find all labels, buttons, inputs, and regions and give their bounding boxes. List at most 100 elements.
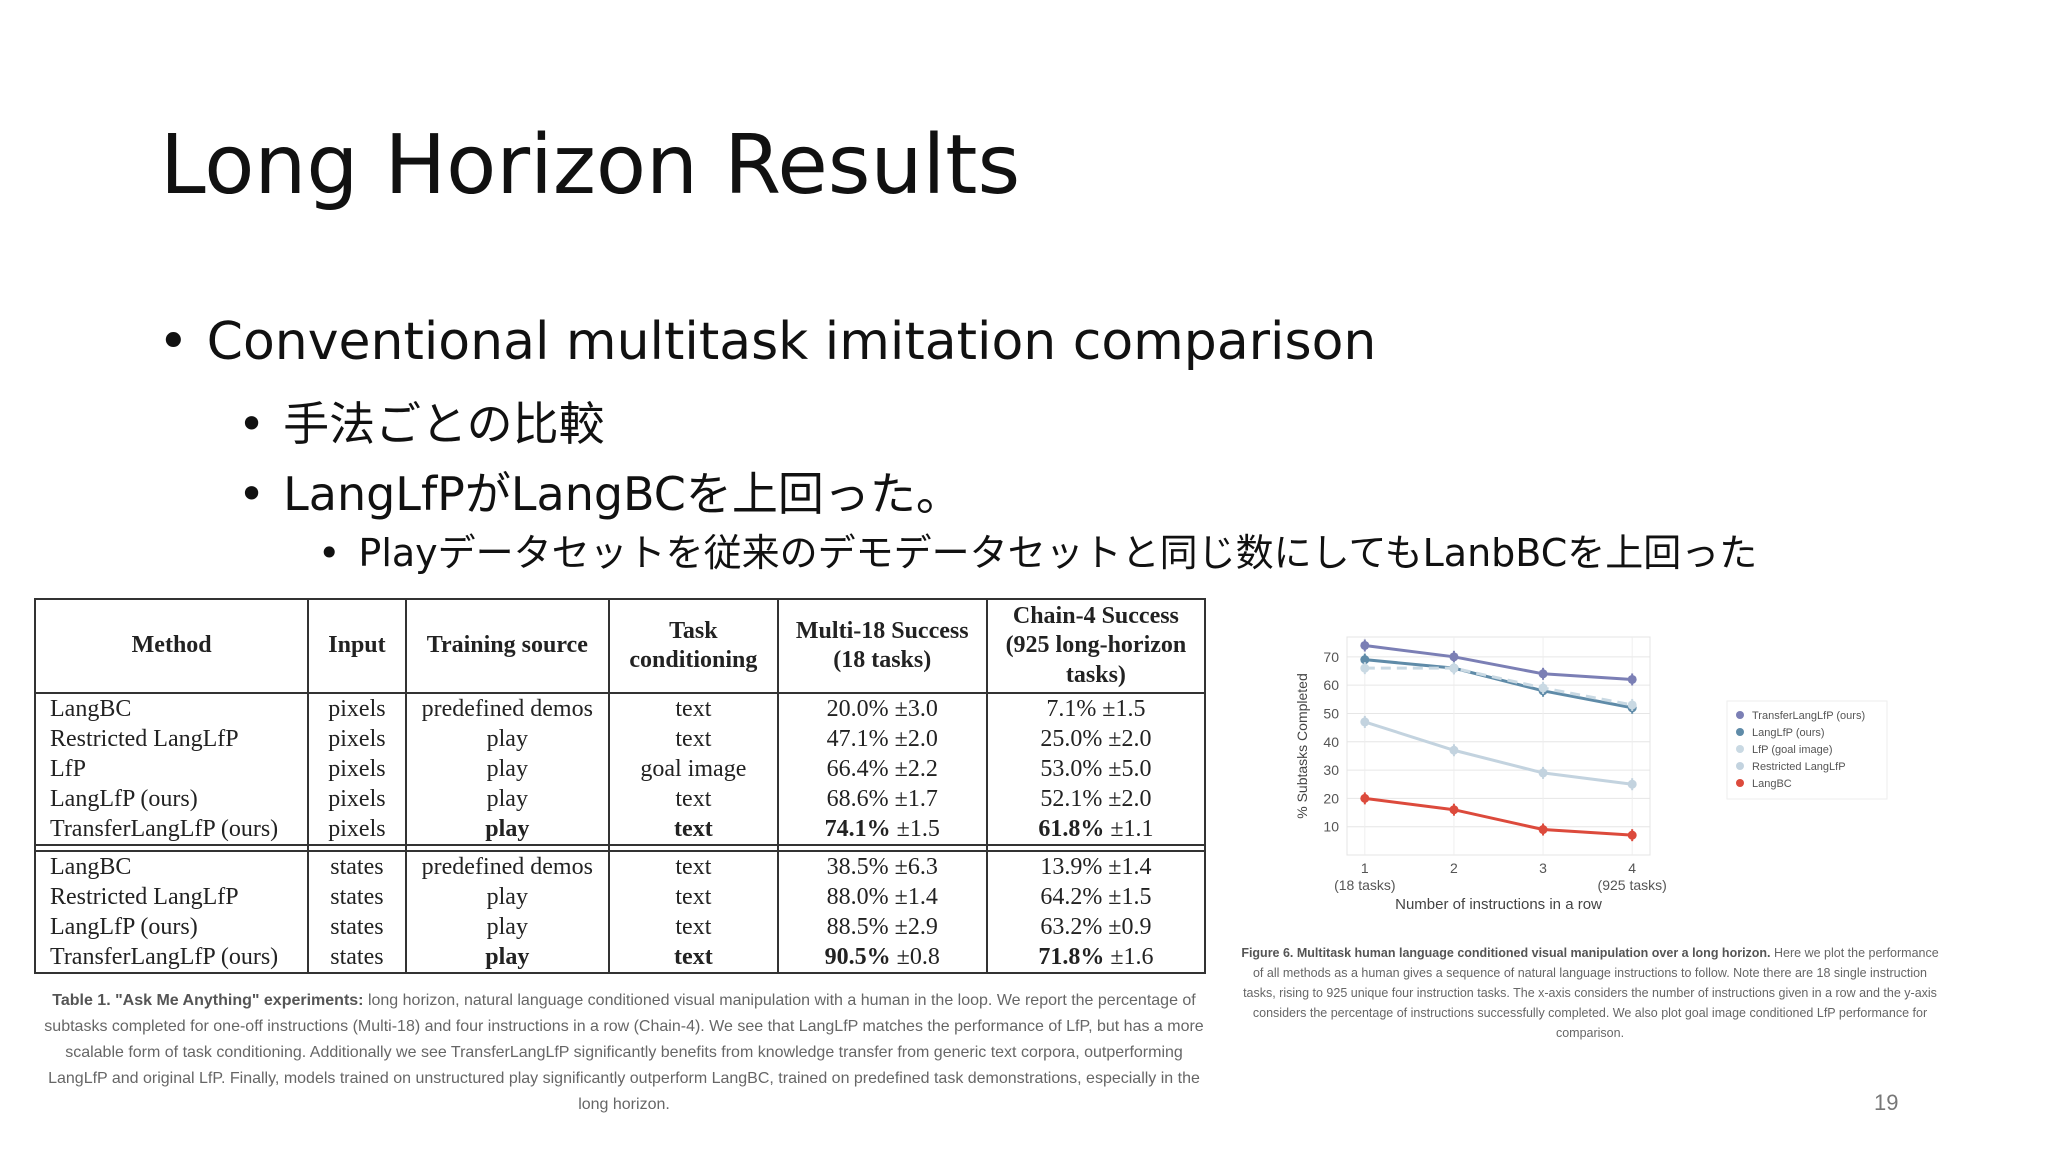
table-cell: text [608,911,778,942]
table-cell: 88.5% ±2.9 [776,911,987,942]
results-table-image: Method Input Training source Task condit… [33,598,1207,974]
data-point [1538,669,1548,679]
legend-label: LangBC [1752,778,1792,790]
table-cell: text [608,881,778,912]
table-cell: play [404,783,610,814]
table-cell: LangLfP (ours) [33,783,309,814]
table-cell: 47.1% ±2.0 [776,723,987,754]
table-cell: Restricted LangLfP [33,723,309,754]
table-gap-cell [33,844,309,851]
page-number: 19 [1874,1090,1899,1115]
table-gap-cell [985,844,1207,851]
table-gap-cell [404,844,610,851]
table-cell: play [404,911,610,942]
table-row: TransferLangLfP (ours) pixels play text 74.1… [33,813,1207,846]
bullet-dot: • [318,531,341,575]
data-point [1627,700,1637,710]
table-cell: 90.5% ±0.8 [776,941,987,974]
y-tick-label: 60 [1323,677,1339,693]
y-axis-label: % Subtasks Completed [1294,673,1310,819]
table-cell: states [307,911,406,942]
x-tick-label: 1 [1361,860,1369,876]
table-header-cell: Training source [404,598,610,694]
table-cell: 52.1% ±2.0 [985,783,1207,814]
data-point [1360,655,1370,665]
y-tick-label: 50 [1323,705,1339,721]
long-horizon-line-chart: 10 20 30 40 50 60 70 1(18 tasks) 2 3 4(925 tasks) N… [1294,636,1888,913]
data-point [1627,830,1637,840]
table-cell: 68.6% ±1.7 [776,783,987,814]
figure-caption: Figure 6. Multitask human language condi… [1240,943,1940,1043]
series-line [1364,720,1633,786]
table-cell: goal image [608,753,778,784]
bullet-text: 手法ごとの比較 [283,397,605,451]
table-caption-body: long horizon, natural language condition… [44,992,1204,1113]
table-header-cell: Chain-4 Success (925 long-horizon tasks) [985,598,1207,694]
table-header-cell: Input [307,598,406,694]
x-tick-label: 2 [1450,860,1458,876]
data-point [1538,683,1548,693]
figure-caption-body: Here we plot the performance of all meth… [1243,946,1939,1040]
data-point [1627,674,1637,684]
x-tick-label: 4 [1628,860,1636,876]
table-gap-cell [307,844,406,851]
table-cell: text [608,691,778,724]
bullet-level3: • Playデータセットを従来のデモデータセットと同じ数にしてもLanbBCを上… [318,522,1757,577]
table-cell: 20.0% ±3.0 [776,691,987,724]
table-row: LangLfP (ours) pixels play text 68.6% ±1.7 52… [33,783,1207,814]
data-point [1360,793,1370,803]
x-tick-sublabel: (18 tasks) [1334,877,1395,893]
table-group-gap [33,844,1207,851]
table-cell: pixels [307,813,406,846]
legend-label: TransferLangLfP (ours) [1752,710,1865,722]
table-cell: pixels [307,723,406,754]
table-header-row: Method Input Training source Task condit… [33,598,1207,694]
table-cell: play [404,813,610,846]
table-cell: 71.8% ±1.6 [985,941,1207,974]
data-point [1360,717,1370,727]
figure-caption-lead: Figure 6. Multitask human language condi… [1241,946,1771,960]
table-cell: 64.2% ±1.5 [985,881,1207,912]
results-table: Method Input Training source Task condit… [33,598,1207,974]
table-cell: states [307,881,406,912]
y-tick-label: 10 [1323,819,1339,835]
bullet-text: LangLfPがLangBCを上回った。 [283,467,962,521]
y-tick-label: 20 [1323,790,1339,806]
data-point [1360,640,1370,650]
table-cell: predefined demos [404,849,610,882]
table-cell: play [404,881,610,912]
table-cell: play [404,723,610,754]
table-row: Restricted LangLfP states play text 88.0% ±1… [33,881,1207,912]
y-tick-label: 30 [1323,762,1339,778]
table-row: TransferLangLfP (ours) states play text 90.5… [33,941,1207,974]
table-caption-lead: Table 1. "Ask Me Anything" experiments: [52,992,364,1009]
series-line [1364,796,1633,837]
table-header-cell: Task conditioning [608,598,778,694]
table-gap-cell [608,844,778,851]
table-cell: TransferLangLfP (ours) [33,813,309,846]
bullet-dot: • [238,467,266,521]
legend-marker [1736,711,1744,719]
table-header-cell: Method [33,598,309,694]
table-row: LfP pixels play goal image 66.4% ±2.2 53.0% ±… [33,753,1207,784]
table-cell: text [608,849,778,882]
legend-marker [1736,762,1744,770]
table-cell: play [404,753,610,784]
table-cell: text [608,723,778,754]
table-cell: 61.8% ±1.1 [985,813,1207,846]
table-row: LangBC pixels predefined demos text 20.0% ±3… [33,691,1207,724]
table-cell: LfP [33,753,309,784]
table-cell: Restricted LangLfP [33,881,309,912]
table-cell: text [608,941,778,974]
bullet-text: Playデータセットを従来のデモデータセットと同じ数にしてもLanbBCを上回っ… [358,531,1758,575]
data-point [1360,663,1370,673]
table-cell: 66.4% ±2.2 [776,753,987,784]
table-cell: pixels [307,691,406,724]
data-point [1449,745,1459,755]
bullet-level2: • 手法ごとの比較 [238,388,605,454]
legend-box [1726,700,1888,800]
x-tick-label: 3 [1539,860,1547,876]
data-point [1538,825,1548,835]
table-row: Restricted LangLfP pixels play text 47.1% ±2… [33,723,1207,754]
x-axis-label: Number of instructions in a row [1395,896,1602,913]
